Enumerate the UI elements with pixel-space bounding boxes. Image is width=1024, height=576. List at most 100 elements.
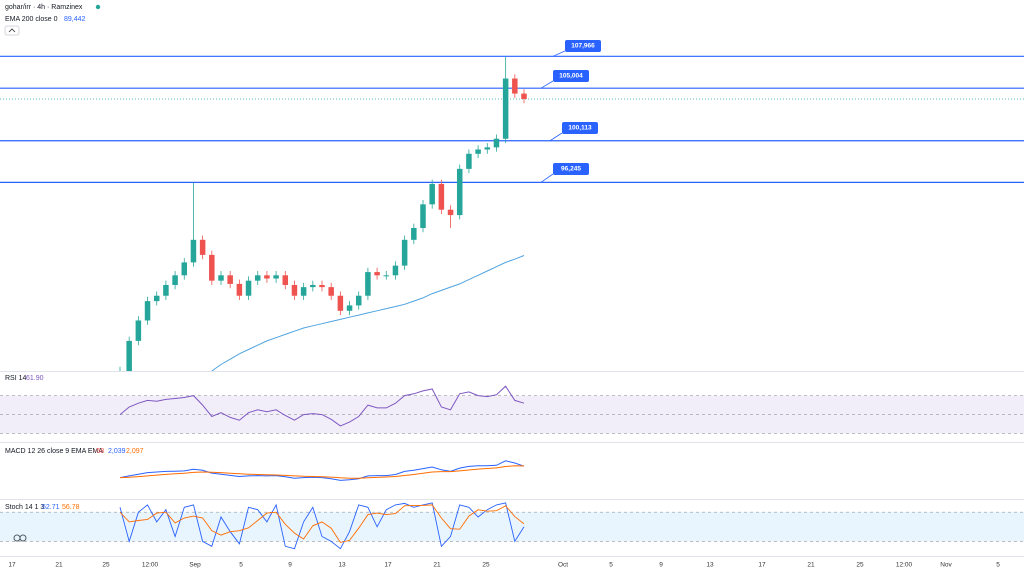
candle-body xyxy=(401,239,408,266)
x-tick-label: 13 xyxy=(338,562,346,569)
candle-body xyxy=(337,295,344,311)
candle-body xyxy=(319,284,325,288)
candle-body xyxy=(264,275,270,279)
rsi-line xyxy=(119,385,525,427)
x-tick-label: 12:00 xyxy=(142,562,159,569)
status-dot xyxy=(95,4,101,10)
level-label: 107,966 xyxy=(571,43,595,50)
stoch-legend: Stoch 14 1 3 xyxy=(5,504,44,511)
candle-body xyxy=(254,275,261,281)
stoch-line xyxy=(119,504,525,543)
candle-body xyxy=(126,340,132,371)
ema-legend: EMA 200 close 0 xyxy=(5,16,58,23)
stoch-d-value: 56.78 xyxy=(62,504,80,511)
candle-body xyxy=(484,147,491,150)
candle-body xyxy=(163,284,169,296)
candle-body xyxy=(282,275,289,285)
x-tick-label: 17 xyxy=(8,562,16,569)
level-callout xyxy=(552,50,566,57)
candle-body xyxy=(227,275,233,284)
candle-body xyxy=(374,272,380,276)
level-label: 100,113 xyxy=(568,125,592,132)
candle-body xyxy=(365,272,371,296)
level-label-box xyxy=(565,40,601,52)
level-label-box xyxy=(553,163,589,175)
candle-body xyxy=(420,204,426,228)
macd-legend: MACD 12 26 close 9 EMA EMA xyxy=(5,448,103,455)
x-tick-label: 21 xyxy=(807,562,815,569)
candle-body xyxy=(521,93,527,99)
x-tick-label: 21 xyxy=(55,562,63,569)
candle-body xyxy=(199,239,206,255)
candle-body xyxy=(383,275,390,277)
ema-legend-value: 89,442 xyxy=(64,16,86,23)
symbol-title: gohar/irr · 4h · Ramzinex xyxy=(5,4,83,11)
x-tick-label: 13 xyxy=(706,562,714,569)
candles xyxy=(119,57,527,371)
candle-body xyxy=(456,168,463,216)
candle-body xyxy=(346,305,353,311)
x-tick-label: Sep xyxy=(189,562,201,569)
macd-line xyxy=(119,460,525,481)
candle-body xyxy=(475,149,481,154)
candle-body xyxy=(310,284,316,288)
level-label-box xyxy=(562,122,598,134)
level-callout xyxy=(540,80,554,89)
candle-body xyxy=(172,275,178,285)
candle-body xyxy=(493,138,500,148)
x-tick-label: 5 xyxy=(609,562,613,569)
candle-body xyxy=(512,78,518,94)
candle-body xyxy=(273,275,279,279)
x-tick-label: Nov xyxy=(940,562,952,569)
x-tick-label: 17 xyxy=(384,562,392,569)
level-label: 105,004 xyxy=(559,73,583,80)
x-tick-label: 25 xyxy=(856,562,864,569)
x-tick-label: 9 xyxy=(288,562,292,569)
candle-body xyxy=(466,153,472,169)
rsi-legend: RSI 14 xyxy=(5,375,27,382)
candle-body xyxy=(190,239,197,263)
x-tick-label: 5 xyxy=(996,562,1000,569)
x-tick-label: 21 xyxy=(433,562,441,569)
level-label: 96,245 xyxy=(561,166,581,173)
candle-body xyxy=(218,275,224,281)
candle-body xyxy=(392,265,399,276)
macd-hist-value: -58 xyxy=(94,448,104,455)
candle-body xyxy=(502,78,509,139)
candle-body xyxy=(438,183,445,210)
candle-body xyxy=(291,284,298,296)
candle-body xyxy=(181,262,188,276)
candle-body xyxy=(447,209,454,216)
x-tick-label: 17 xyxy=(758,562,766,569)
macd-value: 2,039 xyxy=(108,448,126,455)
rsi-legend-value: 61.90 xyxy=(26,375,44,382)
candle-body xyxy=(411,227,417,240)
collapse-button[interactable] xyxy=(4,25,20,36)
x-tick-label: Oct xyxy=(558,562,568,569)
stoch-k-value: 52.71 xyxy=(42,504,60,511)
candle-body xyxy=(135,320,142,341)
candle-body xyxy=(429,183,435,205)
stoch-band xyxy=(0,512,1024,542)
compare-icon[interactable] xyxy=(13,534,27,542)
candle-body xyxy=(153,295,160,302)
stoch-line xyxy=(119,502,525,550)
candle-body xyxy=(209,254,215,281)
level-label-box xyxy=(553,70,589,82)
candle-body xyxy=(236,283,243,296)
candle-body xyxy=(355,295,362,306)
level-callout xyxy=(540,173,554,183)
x-tick-label: 25 xyxy=(102,562,110,569)
candle-body xyxy=(144,301,151,321)
x-tick-label: 12:00 xyxy=(896,562,913,569)
collapse-icon xyxy=(8,28,16,33)
x-tick-label: 25 xyxy=(482,562,490,569)
x-tick-label: 9 xyxy=(659,562,663,569)
macd-line xyxy=(119,465,525,479)
x-tick-label: 5 xyxy=(239,562,243,569)
candle-body xyxy=(300,287,307,296)
level-callout xyxy=(549,132,563,142)
